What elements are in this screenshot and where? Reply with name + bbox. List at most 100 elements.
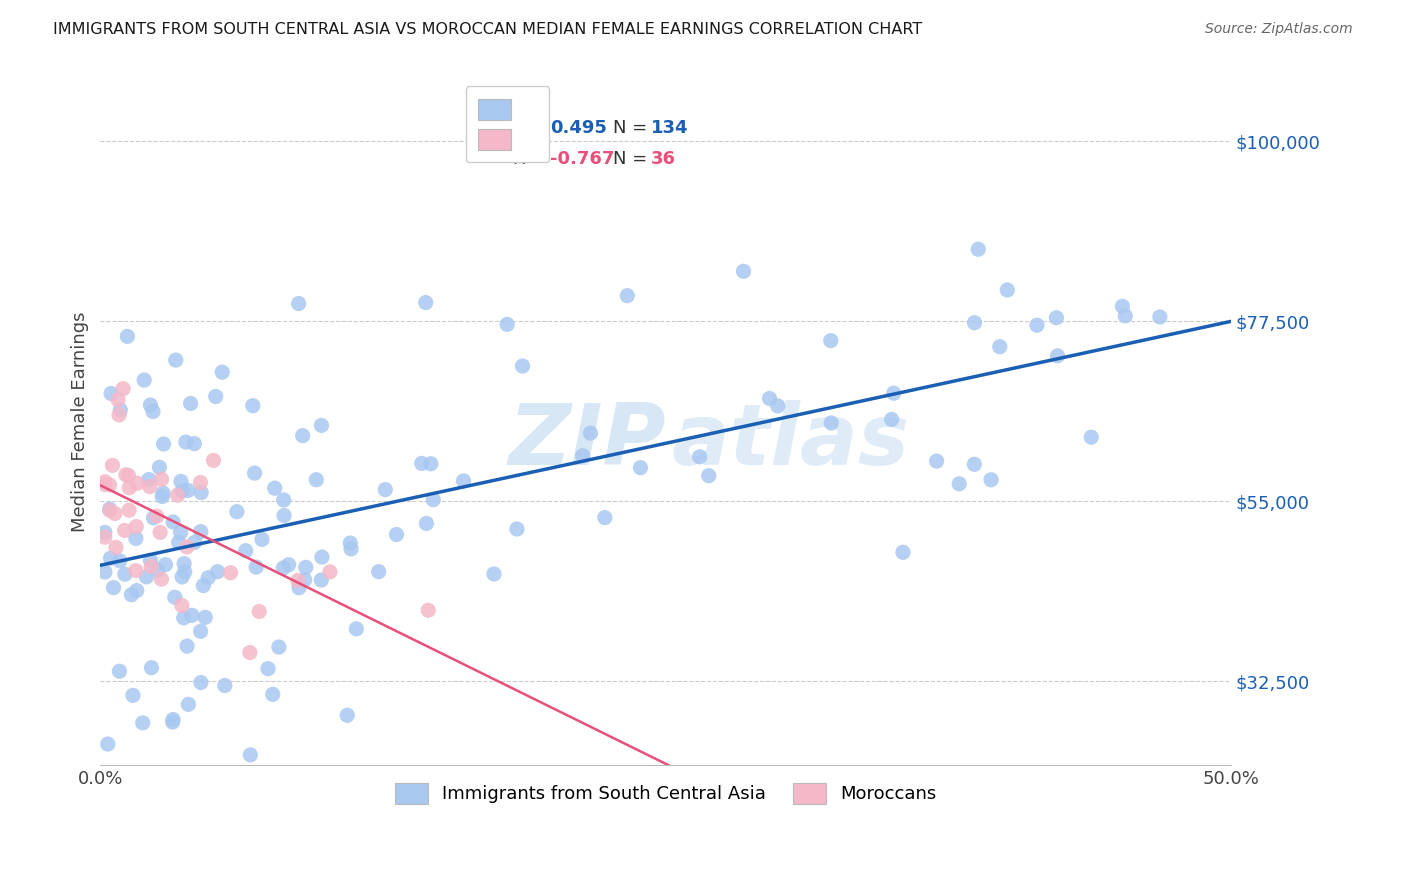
Y-axis label: Median Female Earnings: Median Female Earnings [72,311,89,532]
Text: 36: 36 [651,150,676,168]
Point [294,560,316,574]
Point [176,639,198,653]
Point [204,389,226,403]
Text: 0.495: 0.495 [550,120,607,137]
Point [207,565,229,579]
Point [127,476,149,491]
Point [120,588,142,602]
Point [579,426,602,441]
Point [98,503,121,517]
Point [122,689,145,703]
Point [262,687,284,701]
Point [170,483,193,498]
Point [267,640,290,654]
Point [305,473,328,487]
Point [287,296,309,310]
Point [616,288,638,302]
Point [112,382,135,396]
Point [125,583,148,598]
Point [110,403,132,417]
Point [242,399,264,413]
Point [104,541,127,555]
Point [165,353,187,368]
Point [288,581,311,595]
Point [173,557,195,571]
Point [145,509,167,524]
Point [309,573,332,587]
Point [243,466,266,480]
Point [385,527,408,541]
Point [190,675,212,690]
Point [115,467,138,482]
Point [219,566,242,580]
Point [891,545,914,559]
Point [482,566,505,581]
Point [697,468,720,483]
Point [169,525,191,540]
Point [107,392,129,407]
Point [139,480,162,494]
Point [94,525,117,540]
Point [415,295,437,310]
Point [963,316,986,330]
Point [319,565,342,579]
Point [94,475,117,489]
Point [114,567,136,582]
Point [766,399,789,413]
Point [190,475,212,490]
Point [183,436,205,450]
Point [180,608,202,623]
Point [152,437,174,451]
Point [135,570,157,584]
Point [152,486,174,500]
Point [496,318,519,332]
Point [134,373,156,387]
Point [1026,318,1049,333]
Point [245,560,267,574]
Point [311,550,333,565]
Point [118,481,141,495]
Point [880,412,903,426]
Text: ZIP: ZIP [508,401,665,483]
Point [239,747,262,762]
Point [125,564,148,578]
Point [139,398,162,412]
Point [1080,430,1102,444]
Point [139,553,162,567]
Point [689,450,711,464]
Point [820,416,842,430]
Point [571,449,593,463]
Point [150,490,173,504]
Text: N =: N = [613,120,652,137]
Point [190,524,212,539]
Point [132,715,155,730]
Point [148,460,170,475]
Point [247,605,270,619]
Point [100,386,122,401]
Point [177,698,200,712]
Point [995,283,1018,297]
Point [183,535,205,549]
Point [250,533,273,547]
Point [287,574,309,588]
Point [174,435,197,450]
Point [108,665,131,679]
Point [273,492,295,507]
Point [948,476,970,491]
Point [170,475,193,489]
Point [162,515,184,529]
Point [118,503,141,517]
Point [263,481,285,495]
Point [139,559,162,574]
Point [94,565,117,579]
Point [202,453,225,467]
Point [235,543,257,558]
Point [374,483,396,497]
Point [97,737,120,751]
Point [173,565,195,579]
Point [108,554,131,568]
Text: R =: R = [513,150,553,168]
Point [125,519,148,533]
Text: IMMIGRANTS FROM SOUTH CENTRAL ASIA VS MOROCCAN MEDIAN FEMALE EARNINGS CORRELATIO: IMMIGRANTS FROM SOUTH CENTRAL ASIA VS MO… [53,22,922,37]
Point [166,488,188,502]
